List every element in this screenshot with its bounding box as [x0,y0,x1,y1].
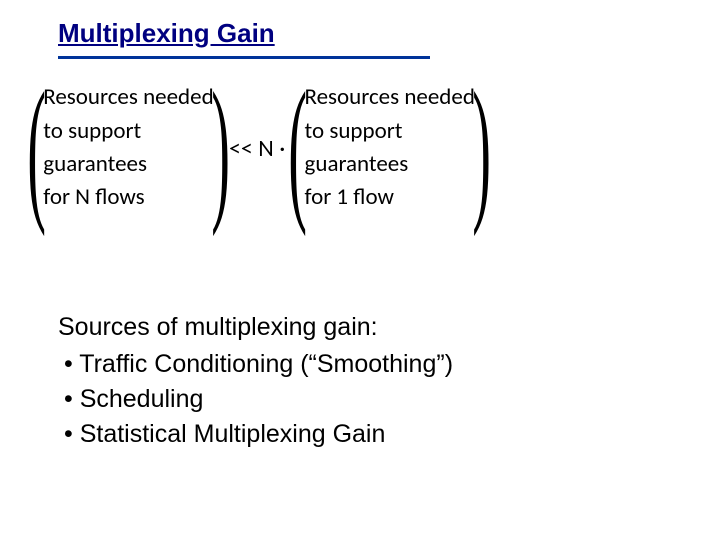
left-paren-open-icon: ( [27,80,46,216]
title-underline [58,56,430,59]
right-line-3: guarantees [305,148,475,181]
list-item: Scheduling [58,382,453,417]
sources-list: Traffic Conditioning (“Smoothing”) Sched… [58,347,453,452]
left-paren-close-icon: ) [211,80,230,216]
inequality-operator: << N · [229,134,285,163]
slide-title: Multiplexing Gain [58,18,275,49]
right-paren-close-icon: ) [472,80,491,216]
right-paren-open-icon: ( [289,80,308,216]
right-line-2: to support [305,115,475,148]
formula-inequality: ( Resources needed to support guarantees… [32,80,700,216]
left-parenthesized-block: ( Resources needed to support guarantees… [32,80,225,216]
right-line-4: for 1 flow [305,181,475,214]
right-block-text: Resources needed to support guarantees f… [303,81,477,214]
sources-heading: Sources of multiplexing gain: [58,310,453,345]
sources-section: Sources of multiplexing gain: Traffic Co… [58,310,453,452]
left-line-3: guarantees [43,148,213,181]
right-parenthesized-block: ( Resources needed to support guarantees… [293,80,486,216]
list-item: Traffic Conditioning (“Smoothing”) [58,347,453,382]
list-item: Statistical Multiplexing Gain [58,417,453,452]
left-line-1: Resources needed [43,81,213,114]
right-line-1: Resources needed [305,81,475,114]
left-line-2: to support [43,115,213,148]
left-line-4: for N flows [43,181,213,214]
left-block-text: Resources needed to support guarantees f… [41,81,215,214]
